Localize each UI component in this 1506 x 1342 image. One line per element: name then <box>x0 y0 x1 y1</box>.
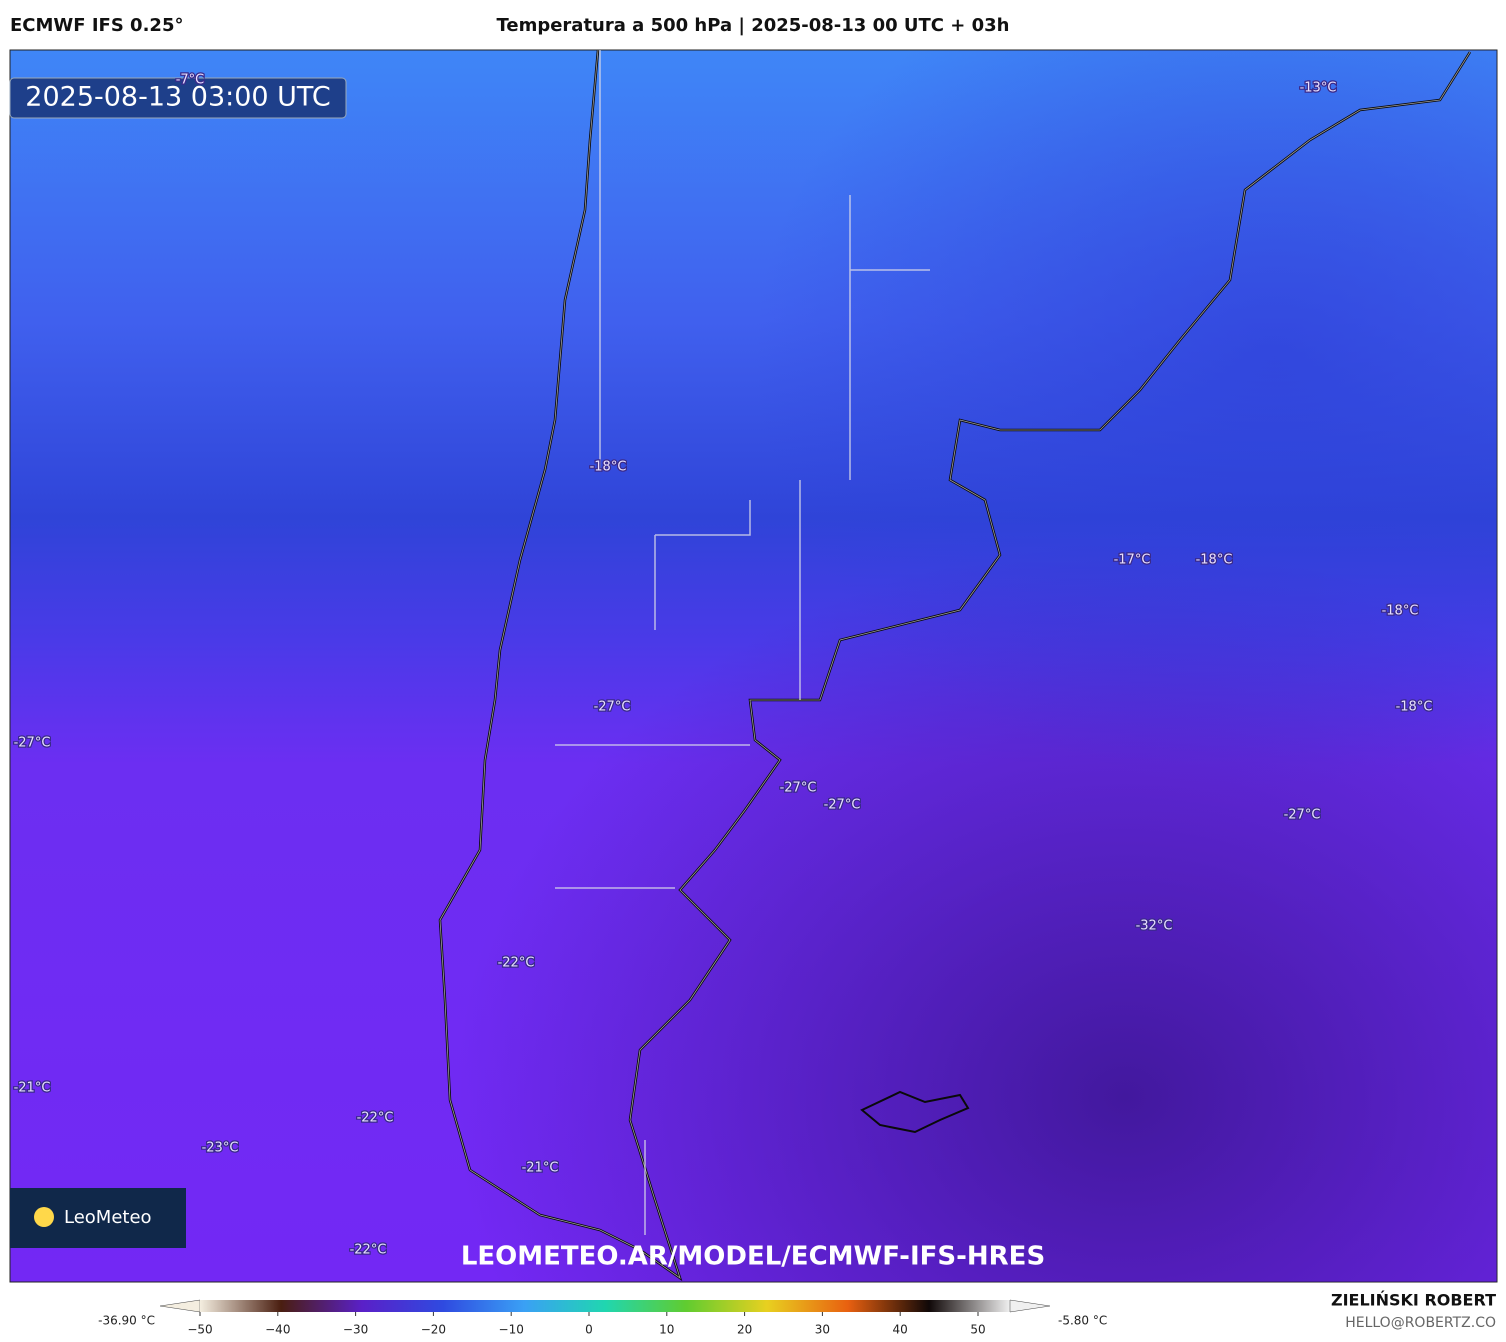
colorbar-tick-label: 40 <box>893 1323 908 1337</box>
watermark: LEOMETEO.AR/MODEL/ECMWF-IFS-HRES <box>461 1242 1045 1272</box>
contour-label: -22°C <box>357 1111 394 1126</box>
colorbar-max-label: -5.80 °C <box>1058 1314 1107 1328</box>
colorbar-tick-label: −30 <box>343 1323 368 1337</box>
contour-label: -18°C <box>1382 604 1419 619</box>
contour-label: -27°C <box>594 700 631 715</box>
contour-label: -23°C <box>202 1141 239 1156</box>
contour-labels: -7°C-13°C-18°C-17°C -18°C-18°C-18°C-27°C-… <box>12 71 1433 1259</box>
contour-label: -32°C <box>1136 919 1173 934</box>
colorbar-scale <box>200 1300 1010 1312</box>
contour-label: -27°C <box>780 781 817 796</box>
colorbar-tick-label: −50 <box>187 1323 212 1337</box>
contour-label: -18°C <box>590 460 627 475</box>
timestamp: 2025-08-13 03:00 UTC <box>25 82 330 113</box>
shade <box>10 50 1497 1282</box>
logo-text: LeoMeteo <box>64 1207 152 1228</box>
colorbar-max-arrow <box>1009 1299 1051 1313</box>
contour-label: -18°C <box>1396 700 1433 715</box>
borders <box>555 50 930 1235</box>
author: ZIELIŃSKI ROBERT <box>1331 1291 1496 1310</box>
colorbar-tick-label: −10 <box>499 1323 524 1337</box>
contour-label: -22°C <box>350 1243 387 1258</box>
colorbar-tick-label: −20 <box>421 1323 446 1337</box>
contour-label: -21°C <box>14 1081 51 1096</box>
colorbar-min-label: -36.90 °C <box>98 1314 155 1328</box>
timestamp-box <box>9 77 347 119</box>
colorbar-tick-label: 20 <box>737 1323 752 1337</box>
contour-label: -18°C <box>1196 553 1233 568</box>
contour-label: -17°C <box>1114 553 1151 568</box>
colorbar-tick-label: −40 <box>265 1323 290 1337</box>
colorbar-min-arrow <box>159 1299 201 1313</box>
contour-label: -27°C <box>824 798 861 813</box>
contour-label: -7°C <box>176 73 205 88</box>
colorbar: -36.90 °C -5.80 °C −50 −40 −30 −20 −10 0 10 20 3… <box>98 1299 1107 1337</box>
model-name: ECMWF IFS 0.25° <box>10 15 183 36</box>
contour-label: -22°C <box>498 956 535 971</box>
coastline-highlight <box>439 49 1471 1280</box>
map: 2025-08-13 03:00 UTC LeoMeteo LEOMETEO.A… <box>9 49 1498 1283</box>
colorbar-tick-label: 50 <box>970 1323 985 1337</box>
logo-sun <box>34 1207 54 1227</box>
map-title: Temperatura a 500 hPa | 2025-08-13 00 UT… <box>496 15 1009 36</box>
contour-label: -21°C <box>522 1161 559 1176</box>
contour-label: -13°C <box>1300 81 1337 96</box>
falklands <box>860 1090 970 1134</box>
colorbar-tick-label: 0 <box>585 1323 593 1337</box>
contour-label: -27°C <box>1284 808 1321 823</box>
contour-label: -27°C <box>14 736 51 751</box>
colorbar-tick-label: 30 <box>815 1323 830 1337</box>
email: HELLO@ROBERTZ.CO <box>1345 1315 1496 1331</box>
colorbar-tick-label: 10 <box>659 1323 674 1337</box>
